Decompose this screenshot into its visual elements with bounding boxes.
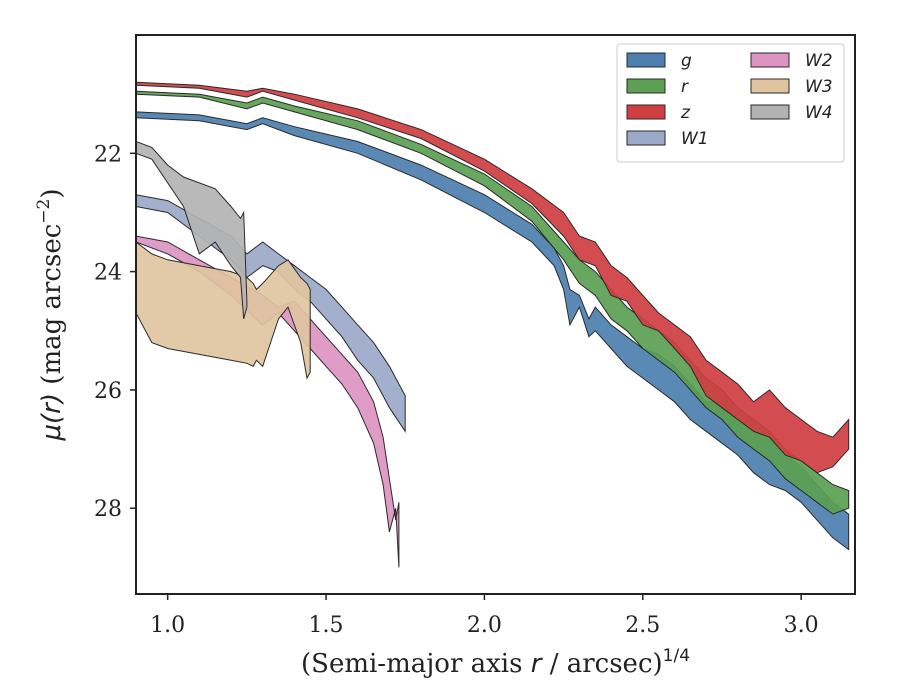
- legend-label-w2: W2: [805, 51, 833, 71]
- series-band-r: [136, 90, 850, 515]
- legend-frame: [616, 43, 845, 163]
- series-band-w3: [136, 241, 311, 380]
- legend-label-w1: W1: [681, 129, 709, 149]
- x-tick-label: 3.0: [784, 613, 819, 638]
- y-axis-label: μ(r) (mag arcsec−2): [34, 188, 67, 441]
- legend-label-z: z: [680, 103, 691, 123]
- legend-label-g: g: [681, 51, 692, 71]
- legend-label-w4: W4: [805, 103, 833, 123]
- x-tick-label: 1.0: [150, 613, 185, 638]
- legend-swatch-w2: [750, 52, 790, 68]
- legend-label-r: r: [681, 77, 689, 97]
- y-tick-label: 26: [94, 379, 122, 404]
- legend-swatch-w1: [626, 130, 666, 146]
- series-band-g: [136, 111, 850, 551]
- legend-swatch-w4: [750, 104, 790, 120]
- y-tick-label: 28: [94, 497, 122, 522]
- y-tick-label: 24: [94, 261, 122, 286]
- x-tick-label: 1.5: [309, 613, 344, 638]
- ticks-layer: 1.0 1.5 2.0 2.5 3.0 22 24 26 28: [94, 142, 819, 638]
- series-layer: [136, 81, 850, 568]
- series-band-z: [136, 81, 850, 474]
- x-axis-label: (Semi-major axis r / arcsec)1/4: [301, 646, 690, 679]
- legend-swatch-z: [626, 104, 666, 120]
- axes-frame: [135, 34, 856, 595]
- series-band-w4: [136, 140, 248, 320]
- y-tick-label: 22: [94, 142, 122, 167]
- legend-swatch-w3: [750, 78, 790, 94]
- x-tick-label: 2.5: [625, 613, 660, 638]
- legend-label-w3: W3: [805, 77, 833, 97]
- x-tick-label: 2.0: [467, 613, 502, 638]
- legend-swatch-g: [626, 52, 666, 68]
- legend: grz W1 W2 W3 W4: [616, 43, 845, 163]
- legend-swatch-r: [626, 78, 666, 94]
